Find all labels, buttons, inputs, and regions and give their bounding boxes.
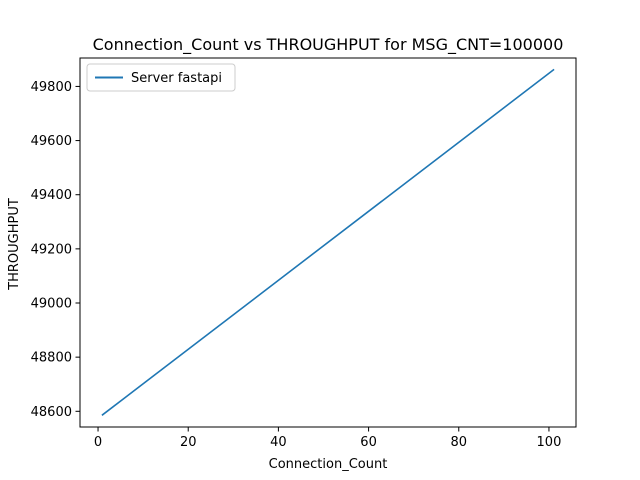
y-tick-label: 49800 bbox=[31, 80, 72, 95]
x-axis-label: Connection_Count bbox=[269, 457, 388, 472]
legend: Server fastapi bbox=[86, 63, 236, 92]
x-tick-label: 0 bbox=[94, 435, 102, 450]
chart-title: Connection_Count vs THROUGHPUT for MSG_C… bbox=[93, 35, 564, 55]
series-line-0 bbox=[101, 68, 555, 416]
y-tick-label: 48600 bbox=[31, 405, 72, 420]
plot-area: 0 20 40 60 80 100 48600 48800 49000 49200 49400 496… bbox=[31, 57, 577, 450]
y-axis-label: THROUGHPUT bbox=[7, 198, 22, 291]
axes-frame bbox=[79, 57, 577, 428]
x-tick-label: 20 bbox=[180, 435, 197, 450]
y-tick-label: 49400 bbox=[31, 188, 72, 203]
legend-label-server-fastapi: Server fastapi bbox=[131, 71, 222, 86]
x-tick-label: 80 bbox=[450, 435, 467, 450]
y-tick-label: 48800 bbox=[31, 351, 72, 366]
x-tick-label: 40 bbox=[270, 435, 287, 450]
y-tick-label: 49600 bbox=[31, 134, 72, 149]
y-tick-label: 49000 bbox=[31, 297, 72, 312]
x-tick-label: 60 bbox=[360, 435, 377, 450]
x-tick-label: 100 bbox=[537, 435, 562, 450]
legend-box bbox=[86, 63, 236, 92]
y-tick-label: 49200 bbox=[31, 242, 72, 257]
